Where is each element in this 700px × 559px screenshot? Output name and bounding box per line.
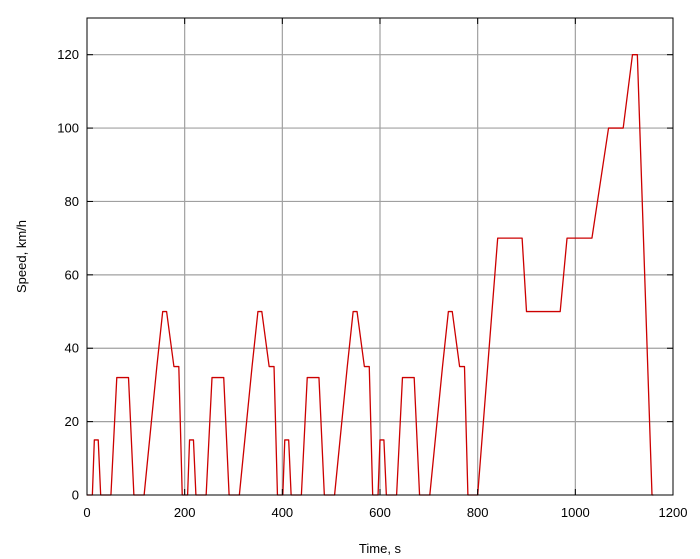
x-axis-title: Time, s: [359, 541, 402, 556]
tick-marks: [86, 18, 674, 496]
grid-lines: [87, 18, 673, 495]
y-tick-label: 60: [65, 267, 79, 282]
y-tick-label: 120: [57, 47, 79, 62]
x-tick-label: 800: [467, 505, 489, 520]
x-tick-label: 200: [174, 505, 196, 520]
x-tick-label: 1000: [561, 505, 590, 520]
x-tick-label: 600: [369, 505, 391, 520]
y-axis-title: Speed, km/h: [14, 220, 29, 293]
x-tick-label: 400: [271, 505, 293, 520]
y-tick-label: 0: [72, 488, 79, 503]
y-tick-label: 20: [65, 414, 79, 429]
y-tick-label: 100: [57, 121, 79, 136]
x-tick-label: 0: [83, 505, 90, 520]
tick-labels: 0 200 400 600 800 1000 1200 0 20 40 60 80 100 120: [57, 47, 687, 520]
y-tick-label: 80: [65, 194, 79, 209]
x-tick-label: 1200: [659, 505, 688, 520]
y-tick-label: 40: [65, 341, 79, 356]
